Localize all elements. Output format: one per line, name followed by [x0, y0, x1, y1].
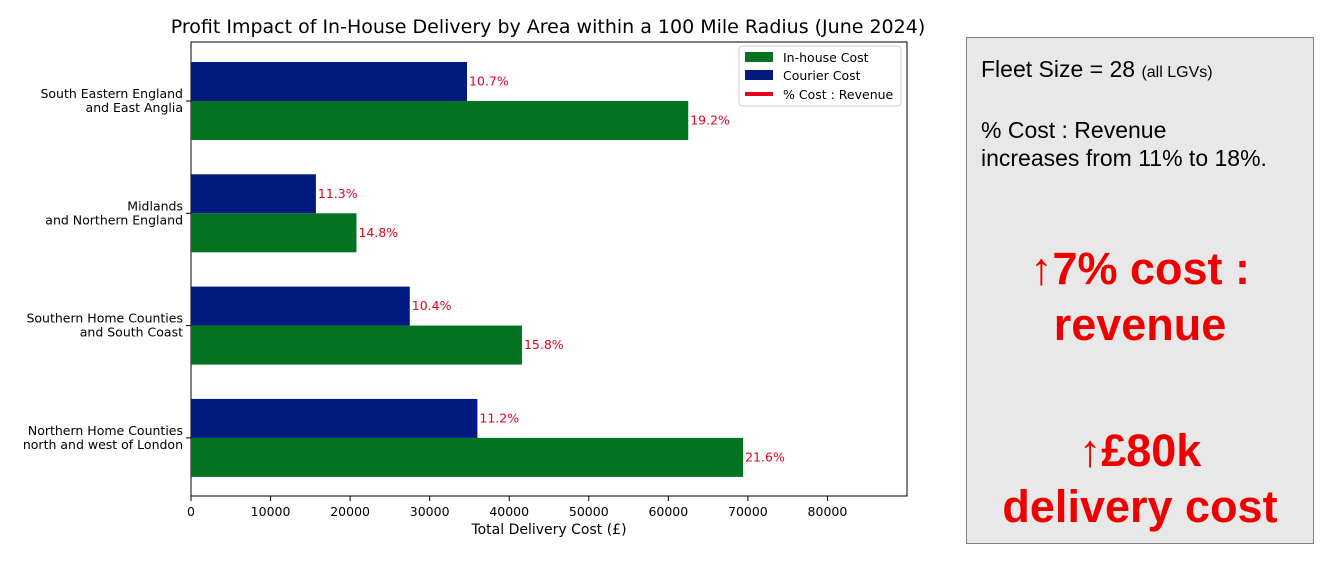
category-label-2-line-1: and South Coast [80, 325, 183, 340]
legend-frame [738, 45, 902, 107]
x-tick-label-2: 20000 [330, 504, 370, 519]
bar-courier-0 [191, 62, 468, 101]
plot-frame [190, 41, 908, 497]
x-tick-label-3: 30000 [410, 504, 450, 519]
bar-courier-2 [191, 286, 410, 326]
category-label-0-line-0: South Eastern England [40, 86, 183, 101]
data-label-in-house-0: 19.2% [690, 113, 730, 128]
headline-cost-revenue-line-2: revenue [1053, 299, 1227, 350]
category-label-1-line-0: Midlands [127, 198, 183, 213]
x-tick-label-7: 70000 [728, 504, 768, 519]
fleet-size-main: Fleet Size = 28 [981, 56, 1136, 82]
data-label-courier-0: 10.7% [469, 74, 509, 89]
bar-courier-1 [191, 174, 316, 214]
x-tick-label-1: 10000 [251, 504, 291, 519]
x-tick-label-6: 60000 [648, 504, 688, 519]
bar-courier-3 [191, 398, 478, 438]
x-tick-label-4: 40000 [489, 504, 529, 519]
data-label-courier-3: 11.2% [479, 410, 519, 425]
ratio-change-text: % Cost : Revenue increases from 11% to 1… [981, 117, 1267, 171]
legend: In-house Cost Courier Cost % Cost : Reve… [738, 45, 902, 107]
headline-cost-revenue: ↑7% cost : revenue [967, 241, 1313, 353]
category-label-3-line-0: Northern Home Counties [28, 423, 183, 438]
category-label-2-line-0: Southern Home Counties [26, 311, 183, 326]
data-label-courier-1: 11.3% [318, 186, 358, 201]
x-tick-label-5: 50000 [569, 504, 609, 519]
headline-delivery-cost-line-1: ↑£80k [1078, 425, 1202, 476]
x-axis: 0 10000 20000 30000 40000 50000 60000 70000 8000… [187, 496, 847, 519]
category-label-0-line-1: and East Anglia [86, 100, 183, 115]
summary-panel: Fleet Size = 28 (all LGVs) % Cost : Reve… [966, 37, 1314, 544]
chart-area: Profit Impact of In-House Delivery by Ar… [23, 16, 925, 538]
bar-in-house-0 [191, 101, 689, 140]
fleet-size-note: (all LGVs) [1141, 64, 1213, 81]
bar-chart: Profit Impact of In-House Delivery by Ar… [23, 16, 925, 538]
x-tick-label-0: 0 [187, 504, 195, 519]
legend-label-cost-revenue: % Cost : Revenue [783, 87, 894, 102]
category-label-1-line-1: and Northern England [45, 212, 183, 227]
headline-delivery-cost-line-2: delivery cost [1002, 481, 1278, 532]
chart-title: Profit Impact of In-House Delivery by Ar… [171, 16, 925, 38]
bars-group: 19.2% 10.7% 14.8% 11.3% 15.8% 10.4% 21.6% 11.2% [191, 62, 785, 477]
legend-label-in-house: In-house Cost [783, 50, 869, 65]
data-label-in-house-3: 21.6% [745, 449, 785, 464]
legend-label-courier: Courier Cost [783, 68, 861, 83]
data-label-in-house-1: 14.8% [358, 225, 398, 240]
legend-swatch-courier [745, 70, 773, 80]
data-label-courier-2: 10.4% [412, 298, 452, 313]
bar-in-house-2 [191, 325, 522, 365]
headline-cost-revenue-line-1: ↑7% cost : [1029, 243, 1251, 294]
bar-in-house-1 [191, 213, 357, 253]
category-label-3-line-1: north and west of London [23, 437, 183, 452]
fleet-size-text: Fleet Size = 28 (all LGVs) [981, 56, 1303, 83]
bar-in-house-3 [191, 437, 744, 477]
headline-delivery-cost: ↑£80k delivery cost [967, 423, 1313, 535]
x-tick-label-8: 80000 [808, 504, 848, 519]
data-label-in-house-2: 15.8% [524, 337, 564, 352]
legend-swatch-in-house [745, 52, 773, 62]
x-axis-label: Total Delivery Cost (£) [470, 522, 626, 538]
